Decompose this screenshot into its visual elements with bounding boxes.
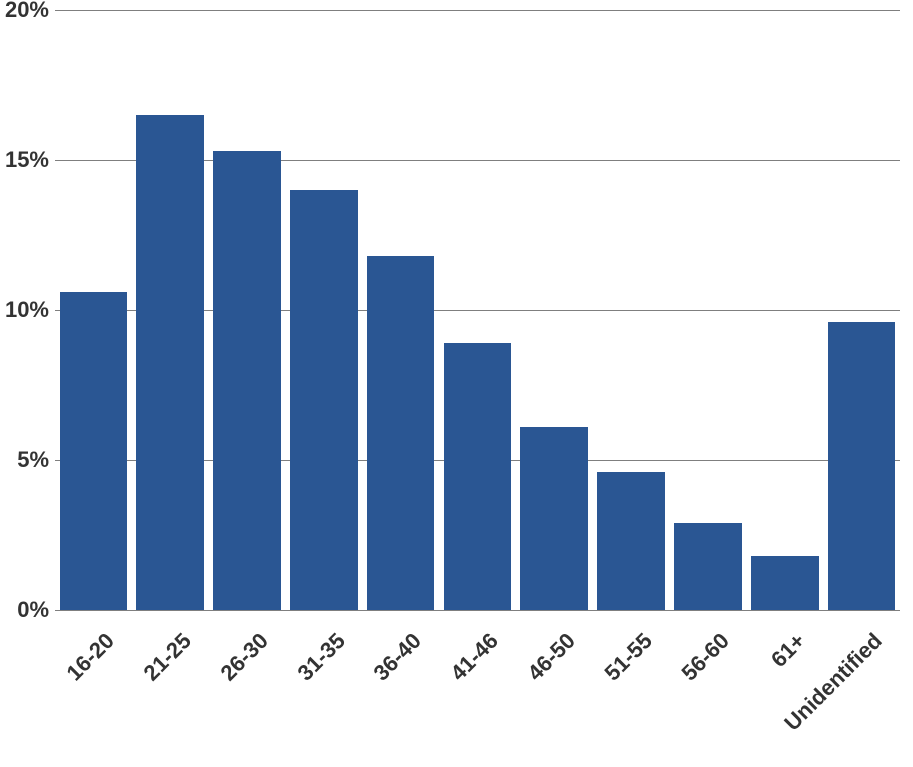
bar-slot — [209, 10, 286, 610]
bar-slot — [132, 10, 209, 610]
x-axis-tick-label: 61+ — [766, 628, 811, 673]
bar-slot — [285, 10, 362, 610]
x-axis-tick-label: 41-46 — [446, 628, 504, 686]
bar — [444, 343, 512, 610]
bar-slot — [55, 10, 132, 610]
bar — [290, 190, 358, 610]
x-axis-tick-label: 21-25 — [138, 628, 196, 686]
y-axis-tick-label: 10% — [5, 297, 49, 323]
bar — [213, 151, 281, 610]
bar — [674, 523, 742, 610]
plot-area: 0%5%10%15%20%16-2021-2526-3031-3536-4041… — [55, 10, 900, 610]
gridline — [55, 610, 900, 611]
age-distribution-bar-chart: 0% 5% 10% 15% 20% 16-20 21-25 26-30 31-35 36-40 41… — [0, 0, 913, 767]
bar — [751, 556, 819, 610]
x-axis-tick-label: 46-50 — [523, 628, 581, 686]
bar — [60, 292, 128, 610]
x-axis-tick-label: 36-40 — [369, 628, 427, 686]
bar — [367, 256, 435, 610]
x-axis-tick-label: 31-35 — [292, 628, 350, 686]
y-axis-tick-label: 20% — [5, 0, 49, 23]
bar — [136, 115, 204, 610]
bar-slot — [746, 10, 823, 610]
y-axis-tick-label: 5% — [17, 447, 49, 473]
y-axis-tick-label: 0% — [17, 597, 49, 623]
bar-slot — [516, 10, 593, 610]
bar-slot — [593, 10, 670, 610]
bar-slot — [670, 10, 747, 610]
bar-slot — [439, 10, 516, 610]
y-axis-tick-label: 15% — [5, 147, 49, 173]
bar-slot — [362, 10, 439, 610]
bars-container — [55, 10, 900, 610]
bar — [828, 322, 896, 610]
x-axis-tick-label: 56-60 — [676, 628, 734, 686]
bar — [597, 472, 665, 610]
x-axis-tick-label: 16-20 — [62, 628, 120, 686]
x-axis-tick-label: 51-55 — [599, 628, 657, 686]
bar — [520, 427, 588, 610]
x-axis-tick-label: 26-30 — [215, 628, 273, 686]
bar-slot — [823, 10, 900, 610]
